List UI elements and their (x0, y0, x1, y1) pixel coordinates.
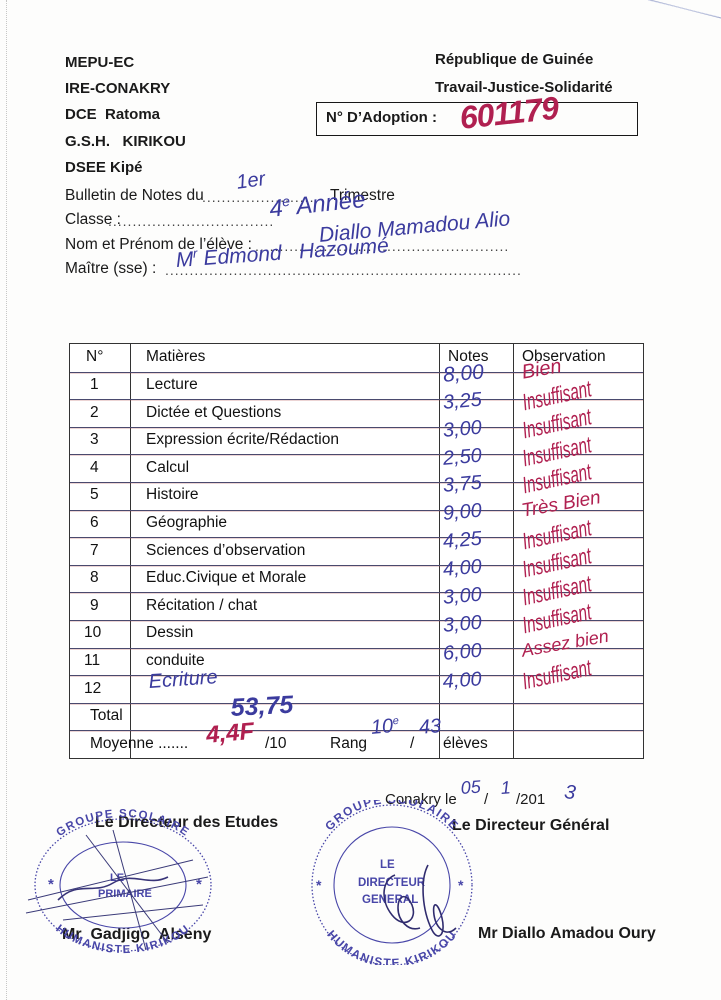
svg-text:GROUPE SCOLAIRE: GROUPE SCOLAIRE (322, 800, 462, 833)
svg-text:*: * (48, 876, 54, 893)
svg-text:*: * (316, 877, 322, 893)
svg-text:GROUPE SCOLAIRE: GROUPE SCOLAIRE (54, 808, 191, 839)
svg-text:*: * (458, 877, 464, 893)
svg-text:DIRECTEUR: DIRECTEUR (358, 877, 426, 889)
svg-text:HUMANISTE KIRIKOU: HUMANISTE KIRIKOU (324, 927, 459, 965)
svg-text:LE: LE (380, 859, 395, 871)
